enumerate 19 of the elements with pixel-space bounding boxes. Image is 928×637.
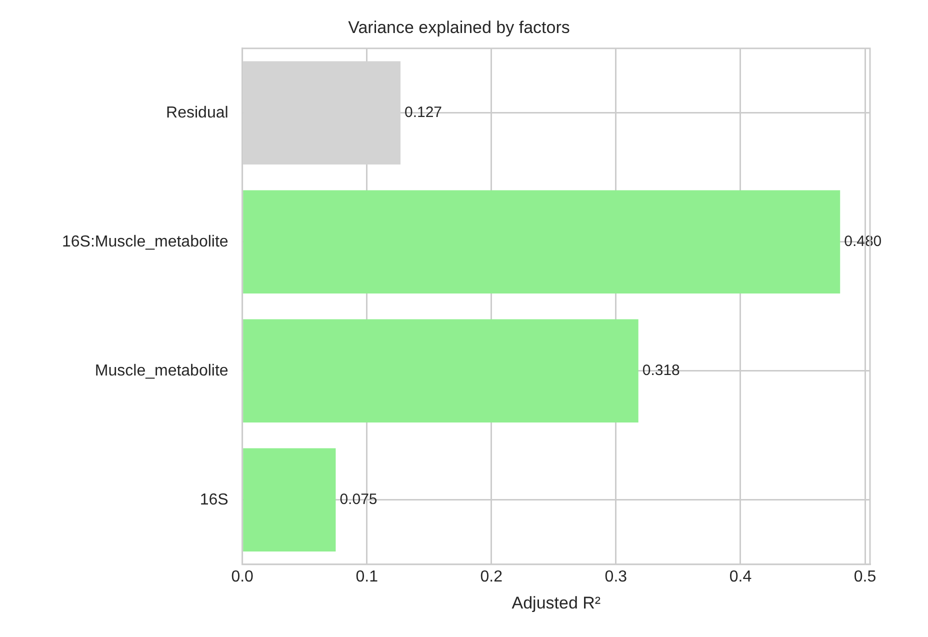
- x-axis-title: Adjusted R²: [512, 593, 601, 612]
- x-tick-label: 0.2: [480, 568, 503, 586]
- data-label: 0.318: [642, 362, 680, 380]
- chart-title: Variance explained by factors: [348, 18, 570, 37]
- data-label: 0.075: [340, 491, 378, 508]
- x-tick-label: 0.1: [356, 568, 378, 586]
- y-tick-label: 16S:Muscle_metabolite: [62, 233, 228, 250]
- bar: [243, 190, 840, 294]
- bar: [243, 448, 336, 552]
- x-tick-label: 0.3: [604, 568, 628, 586]
- y-tick-label: Muscle_metabolite: [94, 362, 228, 380]
- x-tick-label: 0.0: [231, 568, 254, 586]
- x-tick-label: 0.5: [854, 568, 876, 586]
- data-label: 0.480: [844, 233, 882, 250]
- y-tick-label: 16S: [200, 491, 228, 508]
- x-tick-label: 0.4: [729, 568, 752, 586]
- bar: [243, 319, 638, 422]
- data-label: 0.127: [404, 104, 442, 122]
- y-tick-label: Residual: [166, 104, 228, 122]
